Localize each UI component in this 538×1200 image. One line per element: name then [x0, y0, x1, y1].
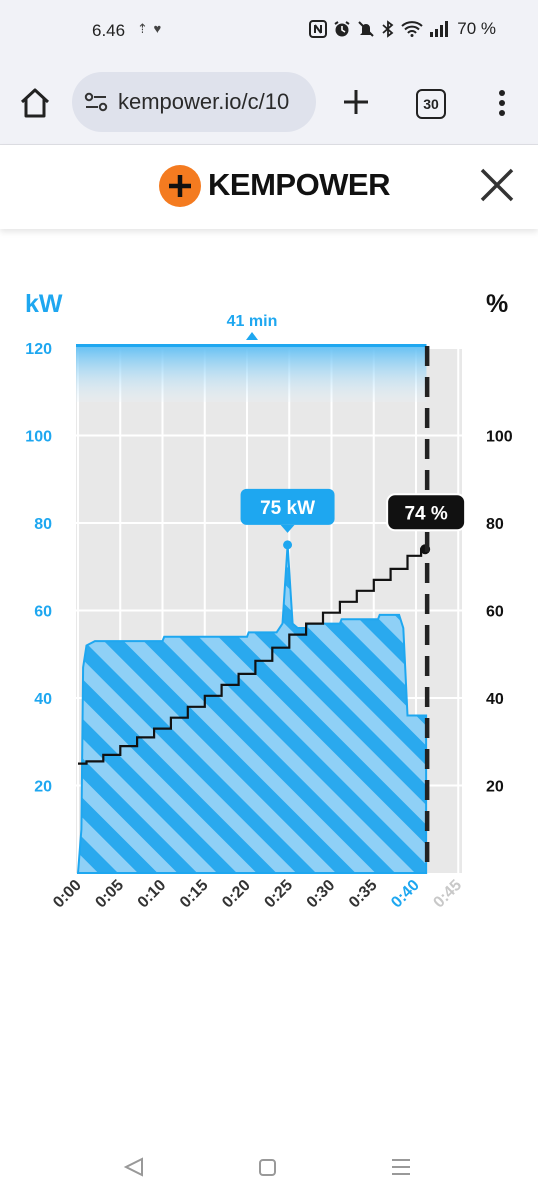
y-right-tick: 20 [486, 779, 504, 796]
address-bar[interactable]: kempower.io/c/10 [72, 72, 316, 132]
x-tick: 0:10 [135, 877, 170, 912]
y-right-axis-label: % [486, 290, 508, 318]
status-time: 6.46 [92, 21, 126, 40]
battery-level: 70 % [457, 19, 496, 38]
y-right-ticks: 20 40 60 80 100 [486, 429, 513, 796]
x-tick: 0:30 [304, 877, 339, 912]
x-ticks: 0:00 0:05 0:10 0:15 0:20 0:25 0:30 0:35 0:40 0:45 [50, 877, 465, 912]
back-icon[interactable] [123, 1157, 143, 1177]
soc-label: 74 % [404, 503, 447, 524]
home-icon[interactable] [18, 86, 52, 120]
signal-icon [430, 21, 449, 37]
charging-chart: kW % 20 40 60 80 100 120 20 40 60 80 100 0:00 0:05… [25, 290, 513, 912]
duration-label: 41 min [227, 313, 278, 330]
status-icons: 70 % [309, 19, 496, 39]
x-tick: 0:05 [92, 877, 127, 912]
notification-icons: ⇡ ♥ [137, 21, 163, 36]
home-nav-icon[interactable] [259, 1159, 276, 1176]
y-right-tick: 40 [486, 691, 504, 708]
soc-tooltip: 74 % [386, 493, 467, 532]
nfc-icon [309, 20, 328, 38]
close-icon[interactable] [478, 166, 516, 204]
wifi-icon [401, 21, 423, 37]
y-left-tick: 20 [34, 779, 52, 796]
new-tab-icon[interactable] [340, 86, 372, 118]
kempower-logo-icon [159, 165, 201, 207]
site-settings-icon[interactable] [84, 91, 108, 113]
browser-toolbar: kempower.io/c/10 30 [0, 62, 538, 145]
mute-icon [358, 21, 374, 37]
y-right-tick: 100 [486, 429, 513, 446]
x-tick: 0:45 [430, 877, 465, 912]
x-tick: 0:00 [50, 877, 85, 912]
x-tick: 0:25 [261, 877, 296, 912]
x-tick: 0:20 [219, 877, 254, 912]
y-right-tick: 80 [486, 516, 504, 533]
duration-arrow-icon [246, 332, 258, 340]
duration-band-top [76, 344, 427, 347]
peak-label: 75 kW [260, 498, 315, 519]
y-left-tick: 40 [34, 691, 52, 708]
alarm-icon [334, 21, 350, 37]
y-left-tick: 120 [25, 341, 52, 358]
y-right-tick: 60 [486, 604, 504, 621]
peak-tooltip: 75 kW [240, 488, 335, 533]
soc-line [78, 548, 427, 765]
duration-band [76, 344, 427, 402]
y-left-ticks: 20 40 60 80 100 120 [25, 341, 52, 796]
y-left-tick: 60 [34, 604, 52, 621]
x-tick: 0:15 [177, 877, 212, 912]
y-left-axis-label: kW [25, 290, 63, 318]
bluetooth-icon [382, 20, 394, 38]
y-left-tick: 100 [25, 429, 52, 446]
y-left-tick: 80 [34, 516, 52, 533]
tab-switcher-button[interactable]: 30 [416, 89, 446, 119]
power-area [76, 544, 428, 874]
logo-text: KEMPOWER [208, 167, 391, 202]
system-navigation-bar [123, 1157, 410, 1177]
x-tick: 0:40 [388, 877, 423, 912]
status-bar: 6.46 ⇡ ♥ 70 % [0, 0, 538, 62]
x-tick: 0:35 [346, 877, 381, 912]
url-text[interactable]: kempower.io/c/10 [118, 89, 290, 114]
app-header: KEMPOWER [0, 145, 538, 229]
peak-dot [283, 540, 293, 550]
more-options-icon[interactable] [490, 86, 514, 120]
recents-icon[interactable] [392, 1159, 410, 1175]
